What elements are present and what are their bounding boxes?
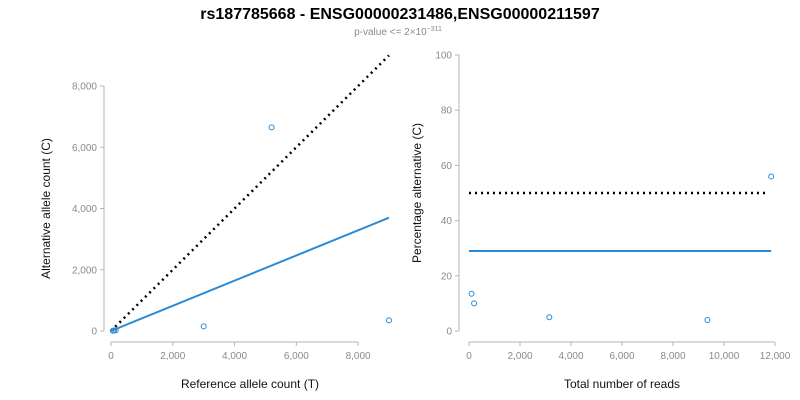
y-tick-label: 8,000 [72, 82, 97, 93]
data-point [768, 173, 775, 180]
x-tick-label: 8,000 [346, 351, 371, 362]
y-axis-label: Percentage alternative (C) [410, 123, 424, 263]
data-point [386, 317, 392, 324]
x-tick-label: 0 [108, 351, 114, 362]
data-point [471, 300, 478, 307]
x-tick-label: 10,000 [709, 351, 740, 362]
x-tick-label: 4,000 [558, 351, 583, 362]
data-point [112, 327, 119, 334]
x-tick-label: 12,000 [760, 351, 791, 362]
x-tick-label: 6,000 [609, 351, 634, 362]
y-tick-label: 0 [91, 327, 97, 338]
x-tick-label: 2,000 [160, 351, 185, 362]
x-axis-label: Reference allele count (T) [181, 377, 319, 391]
y-tick-label: 20 [441, 271, 453, 282]
y-tick-label: 2,000 [72, 265, 97, 276]
subtitle-prefix: p-value <= 2 [354, 27, 410, 38]
data-point [546, 314, 553, 321]
x-axis-label: Total number of reads [564, 377, 680, 391]
y-tick-label: 6,000 [72, 143, 97, 154]
x-tick-label: 8,000 [660, 351, 685, 362]
x-tick-label: 0 [466, 351, 472, 362]
y-tick-label: 4,000 [72, 204, 97, 215]
y-tick-label: 0 [446, 327, 452, 338]
x-tick-label: 6,000 [284, 351, 309, 362]
y-tick-label: 40 [441, 216, 453, 227]
fit-line [110, 216, 390, 332]
chart-title: rs187785668 - ENSG00000231486,ENSG000002… [200, 6, 600, 23]
data-point [704, 316, 711, 323]
chart-subtitle: p-value <= 2×10−311 [354, 26, 442, 38]
data-point [268, 124, 275, 131]
subtitle-exponent: −311 [427, 26, 442, 33]
y-tick-label: 60 [441, 161, 453, 172]
right-panel: 0 20 40 60 80 100 0 2,000 4,000 6,000 8,000 10,000 1… [410, 51, 791, 392]
left-panel: 0 2,000 4,000 6,000 8,000 0 2,000 4,000 6,000 8,0… [39, 54, 392, 391]
x-tick-label: 2,000 [507, 351, 532, 362]
data-point [468, 290, 475, 297]
subtitle-times: × [410, 27, 416, 38]
reference-line [110, 54, 390, 332]
y-axis-label: Alternative allele count (C) [39, 138, 53, 279]
data-point [200, 323, 207, 330]
x-tick-label: 4,000 [222, 351, 247, 362]
y-tick-label: 100 [435, 51, 452, 62]
y-tick-label: 80 [441, 106, 453, 117]
subtitle-base: 10 [416, 27, 428, 38]
